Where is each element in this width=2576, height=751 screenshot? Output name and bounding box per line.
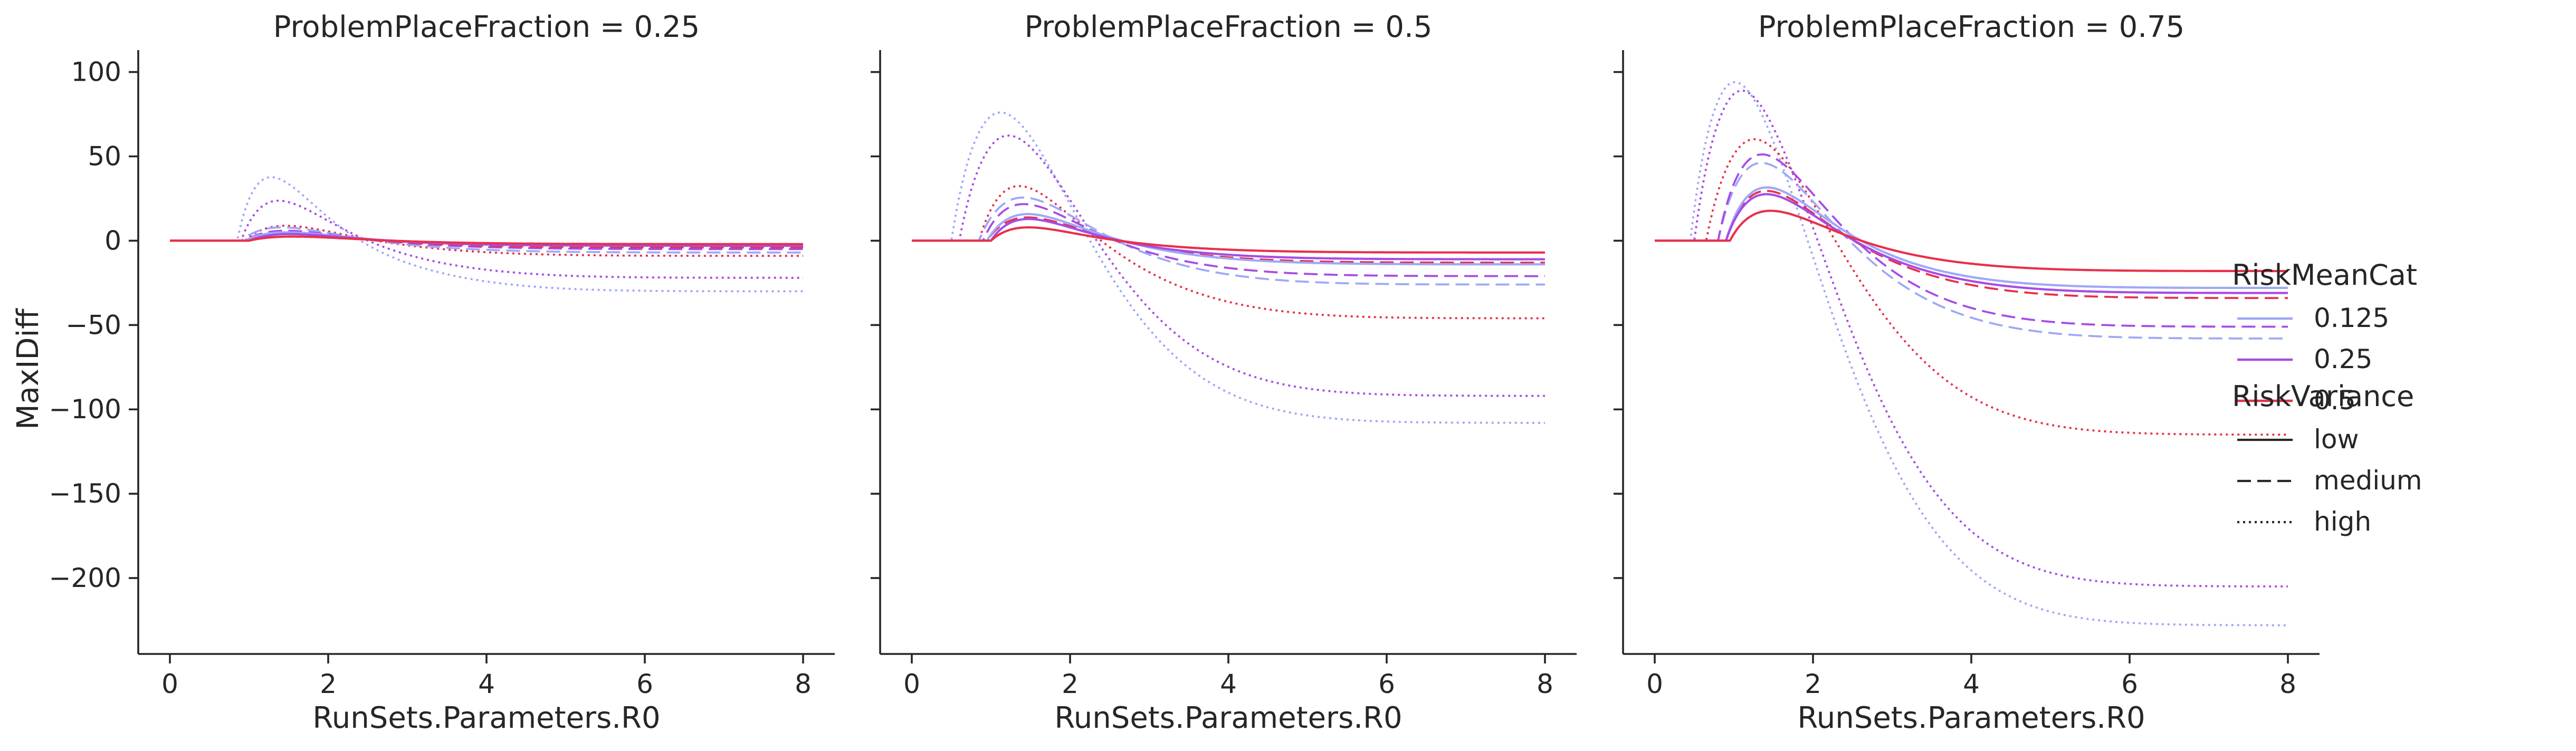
legend-hue-item: 0.125 (2237, 303, 2389, 333)
series-line-0_25-high (1655, 90, 2288, 588)
legend-hue-title: RiskMeanCat (2232, 258, 2417, 292)
panel-title: ProblemPlaceFraction = 0.25 (273, 10, 700, 44)
series-line-0_125-medium (1655, 162, 2288, 340)
y-tick-label: −200 (49, 563, 121, 593)
panel-2: ProblemPlaceFraction = 0.5 0 2 4 6 8 RunSets.P… (871, 10, 1577, 735)
legend-label: medium (2314, 465, 2422, 496)
legend-hue-items: 0.125 0.25 0.5 (2237, 303, 2389, 416)
series-group (912, 111, 1545, 424)
series-line-0_5-low (170, 235, 803, 245)
legend-style-title: RiskVariance (2232, 380, 2414, 413)
legend-style-item: medium (2237, 465, 2422, 496)
x-tick-label: 6 (1378, 669, 1395, 699)
legend-label: 0.125 (2314, 303, 2389, 333)
series-line-0_5-medium (1655, 190, 2288, 299)
series-line-0_25-medium (170, 229, 803, 251)
series-group (1655, 81, 2288, 627)
x-tick-label: 0 (1646, 669, 1663, 699)
x-tick-label: 8 (795, 669, 812, 699)
x-tick-label: 6 (636, 669, 653, 699)
x-tick-label: 6 (2121, 669, 2138, 699)
y-tick-label: 0 (104, 225, 121, 256)
legend-label: high (2314, 506, 2371, 537)
series-group (170, 176, 803, 293)
y-tick-label: 50 (88, 141, 121, 171)
legend-hue-item: 0.5 (2237, 385, 2356, 416)
panels-layer: ProblemPlaceFraction = 0.25 100 50 0 −50 −100… (49, 10, 2320, 735)
series-line-0_125-medium (912, 196, 1545, 286)
series-line-0_5-high (170, 225, 803, 257)
x-tick-label: 4 (478, 669, 495, 699)
series-line-0_25-low (912, 218, 1545, 261)
legend-style-items: low medium high (2237, 424, 2422, 537)
series-line-0_125-low (1655, 186, 2288, 289)
x-tick-label: 2 (320, 669, 337, 699)
x-tick-label: 2 (1805, 669, 1821, 699)
series-line-0_125-low (912, 213, 1545, 266)
x-tick-label: 4 (1220, 669, 1237, 699)
y-tick-label: −100 (49, 394, 121, 425)
series-line-0_5-medium (912, 216, 1545, 264)
x-tick-label: 0 (161, 669, 178, 699)
legend-label: 0.5 (2314, 385, 2356, 416)
series-line-0_25-low (170, 233, 803, 247)
panel-3: ProblemPlaceFraction = 0.75 0 2 4 6 8 RunSets.… (1614, 10, 2320, 735)
y-tick-label: −50 (65, 310, 121, 340)
series-line-0_5-high (912, 185, 1545, 320)
x-tick-label: 8 (1537, 669, 1553, 699)
y-tick-label: 100 (71, 57, 121, 88)
series-line-0_125-medium (170, 226, 803, 254)
series-line-0_125-high (170, 176, 803, 293)
series-line-0_125-high (1655, 81, 2288, 627)
series-line-0_25-high (912, 134, 1545, 397)
panel-1: ProblemPlaceFraction = 0.25 100 50 0 −50 −100… (49, 10, 835, 735)
x-axis-title: RunSets.Parameters.R0 (1797, 701, 2145, 735)
panel-title: ProblemPlaceFraction = 0.75 (1758, 10, 2185, 44)
legend-style-item: low (2237, 424, 2359, 455)
series-line-0_25-medium (1655, 153, 2288, 328)
x-tick-label: 2 (1062, 669, 1079, 699)
x-axis-title: RunSets.Parameters.R0 (1054, 701, 1402, 735)
y-axis-title: MaxIDiff (11, 308, 45, 430)
legend-label: low (2314, 424, 2359, 455)
series-line-0_125-high (912, 111, 1545, 424)
x-axis-title: RunSets.Parameters.R0 (312, 701, 660, 735)
series-line-0_25-high (170, 199, 803, 279)
x-tick-label: 4 (1963, 669, 1980, 699)
legend-hue-item: 0.25 (2237, 344, 2372, 374)
legend-label: 0.25 (2314, 344, 2372, 374)
x-tick-label: 8 (2279, 669, 2296, 699)
series-line-0_25-medium (912, 203, 1545, 277)
legend: RiskMeanCat 0.125 0.25 0.5 RiskVariance lo… (2232, 258, 2422, 537)
series-line-0_5-low (1655, 209, 2288, 273)
series-line-0_5-high (1655, 138, 2288, 436)
panel-title: ProblemPlaceFraction = 0.5 (1025, 10, 1433, 44)
x-tick-label: 0 (903, 669, 920, 699)
y-tick-label: −150 (49, 478, 121, 509)
series-line-0_5-low (912, 226, 1545, 254)
series-line-0_25-low (1655, 193, 2288, 294)
legend-style-item: high (2237, 506, 2371, 537)
